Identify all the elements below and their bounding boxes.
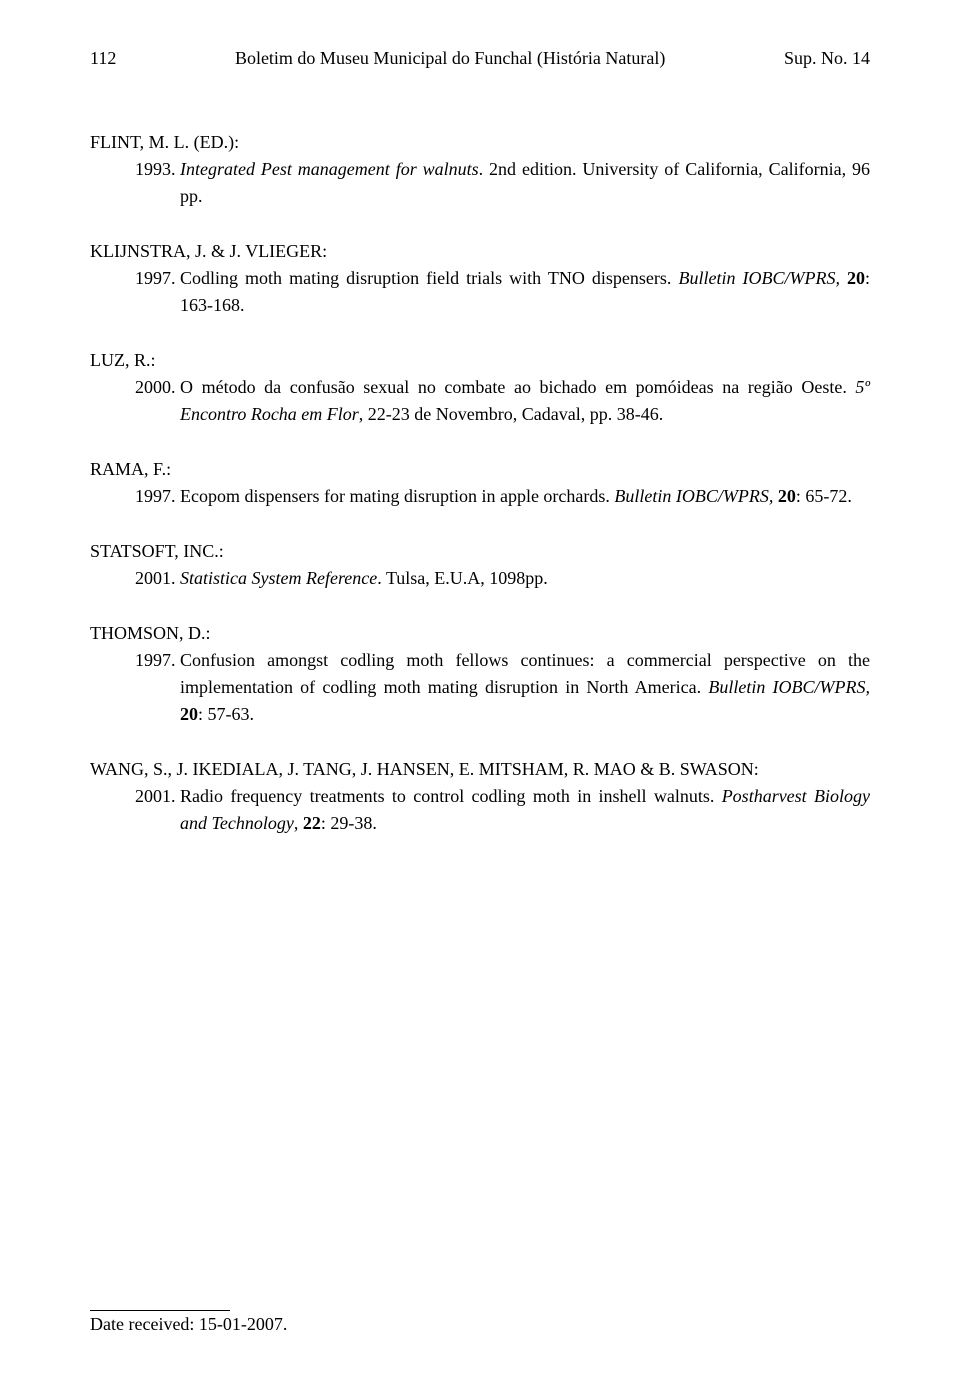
- page-header: 112 Boletim do Museu Municipal do Funcha…: [90, 48, 870, 69]
- reference-entry: THOMSON, D.:1997.Confusion amongst codli…: [90, 620, 870, 728]
- reference-text-part: Bulletin IOBC/WPRS,: [708, 677, 870, 697]
- reference-text-part: Radio frequency treatments to control co…: [180, 786, 722, 806]
- reference-author: WANG, S., J. IKEDIALA, J. TANG, J. HANSE…: [90, 756, 870, 783]
- reference-year: 1997.: [90, 265, 180, 292]
- reference-text-part: ,: [294, 813, 303, 833]
- reference-text-part: Statistica System Reference: [180, 568, 377, 588]
- reference-author: KLIJNSTRA, J. & J. VLIEGER:: [90, 238, 870, 265]
- reference-entry: RAMA, F.:1997.Ecopom dispensers for mati…: [90, 456, 870, 510]
- reference-text-part: [840, 268, 847, 288]
- date-received: Date received: 15-01-2007.: [90, 1310, 287, 1335]
- reference-text-part: Ecopom dispensers for mating disruption …: [180, 486, 614, 506]
- reference-body: 1997.Ecopom dispensers for mating disrup…: [90, 483, 870, 510]
- reference-entry: STATSOFT, INC.:2001.Statistica System Re…: [90, 538, 870, 592]
- reference-text: Radio frequency treatments to control co…: [180, 783, 870, 837]
- reference-text: O método da confusão sexual no combate a…: [180, 374, 870, 428]
- reference-text: Codling moth mating disruption field tri…: [180, 265, 870, 319]
- reference-text: Statistica System Reference. Tulsa, E.U.…: [180, 565, 870, 592]
- reference-text-part: Bulletin IOBC/WPRS,: [614, 486, 773, 506]
- reference-text-part: 20: [778, 486, 796, 506]
- reference-author: RAMA, F.:: [90, 456, 870, 483]
- reference-author: FLINT, M. L. (ED.):: [90, 129, 870, 156]
- reference-year: 2000.: [90, 374, 180, 401]
- reference-author: THOMSON, D.:: [90, 620, 870, 647]
- reference-body: 2001.Statistica System Reference. Tulsa,…: [90, 565, 870, 592]
- reference-body: 1993.Integrated Pest management for waln…: [90, 156, 870, 210]
- reference-body: 1997.Confusion amongst codling moth fell…: [90, 647, 870, 728]
- reference-text-part: Bulletin IOBC/WPRS,: [678, 268, 840, 288]
- reference-entry: LUZ, R.:2000.O método da confusão sexual…: [90, 347, 870, 428]
- reference-body: 1997.Codling moth mating disruption fiel…: [90, 265, 870, 319]
- reference-year: 2001.: [90, 565, 180, 592]
- reference-body: 2000.O método da confusão sexual no comb…: [90, 374, 870, 428]
- date-received-divider: [90, 1310, 230, 1311]
- reference-year: 1997.: [90, 647, 180, 674]
- reference-author: LUZ, R.:: [90, 347, 870, 374]
- date-received-text: Date received: 15-01-2007.: [90, 1314, 287, 1334]
- reference-text-part: : 65-72.: [796, 486, 852, 506]
- reference-entry: KLIJNSTRA, J. & J. VLIEGER:1997.Codling …: [90, 238, 870, 319]
- reference-text-part: , 22-23 de Novembro, Cadaval, pp. 38-46.: [359, 404, 663, 424]
- page-number: 112: [90, 48, 116, 69]
- reference-text: Confusion amongst codling moth fellows c…: [180, 647, 870, 728]
- reference-text-part: 22: [303, 813, 321, 833]
- reference-text-part: . Tulsa, E.U.A, 1098pp.: [377, 568, 548, 588]
- reference-body: 2001.Radio frequency treatments to contr…: [90, 783, 870, 837]
- reference-entry: WANG, S., J. IKEDIALA, J. TANG, J. HANSE…: [90, 756, 870, 837]
- reference-text: Integrated Pest management for walnuts. …: [180, 156, 870, 210]
- reference-year: 2001.: [90, 783, 180, 810]
- reference-text-part: : 57-63.: [198, 704, 254, 724]
- reference-text-part: : 29-38.: [321, 813, 377, 833]
- reference-text: Ecopom dispensers for mating disruption …: [180, 483, 870, 510]
- reference-text-part: Codling moth mating disruption field tri…: [180, 268, 678, 288]
- reference-text-part: 20: [180, 704, 198, 724]
- reference-text-part: Integrated Pest management for walnuts: [180, 159, 479, 179]
- reference-text-part: O método da confusão sexual no combate a…: [180, 377, 855, 397]
- reference-entry: FLINT, M. L. (ED.):1993.Integrated Pest …: [90, 129, 870, 210]
- reference-year: 1993.: [90, 156, 180, 183]
- reference-text-part: 20: [847, 268, 865, 288]
- reference-author: STATSOFT, INC.:: [90, 538, 870, 565]
- references-list: FLINT, M. L. (ED.):1993.Integrated Pest …: [90, 129, 870, 837]
- header-supplement: Sup. No. 14: [784, 48, 870, 69]
- header-title: Boletim do Museu Municipal do Funchal (H…: [235, 48, 665, 69]
- reference-year: 1997.: [90, 483, 180, 510]
